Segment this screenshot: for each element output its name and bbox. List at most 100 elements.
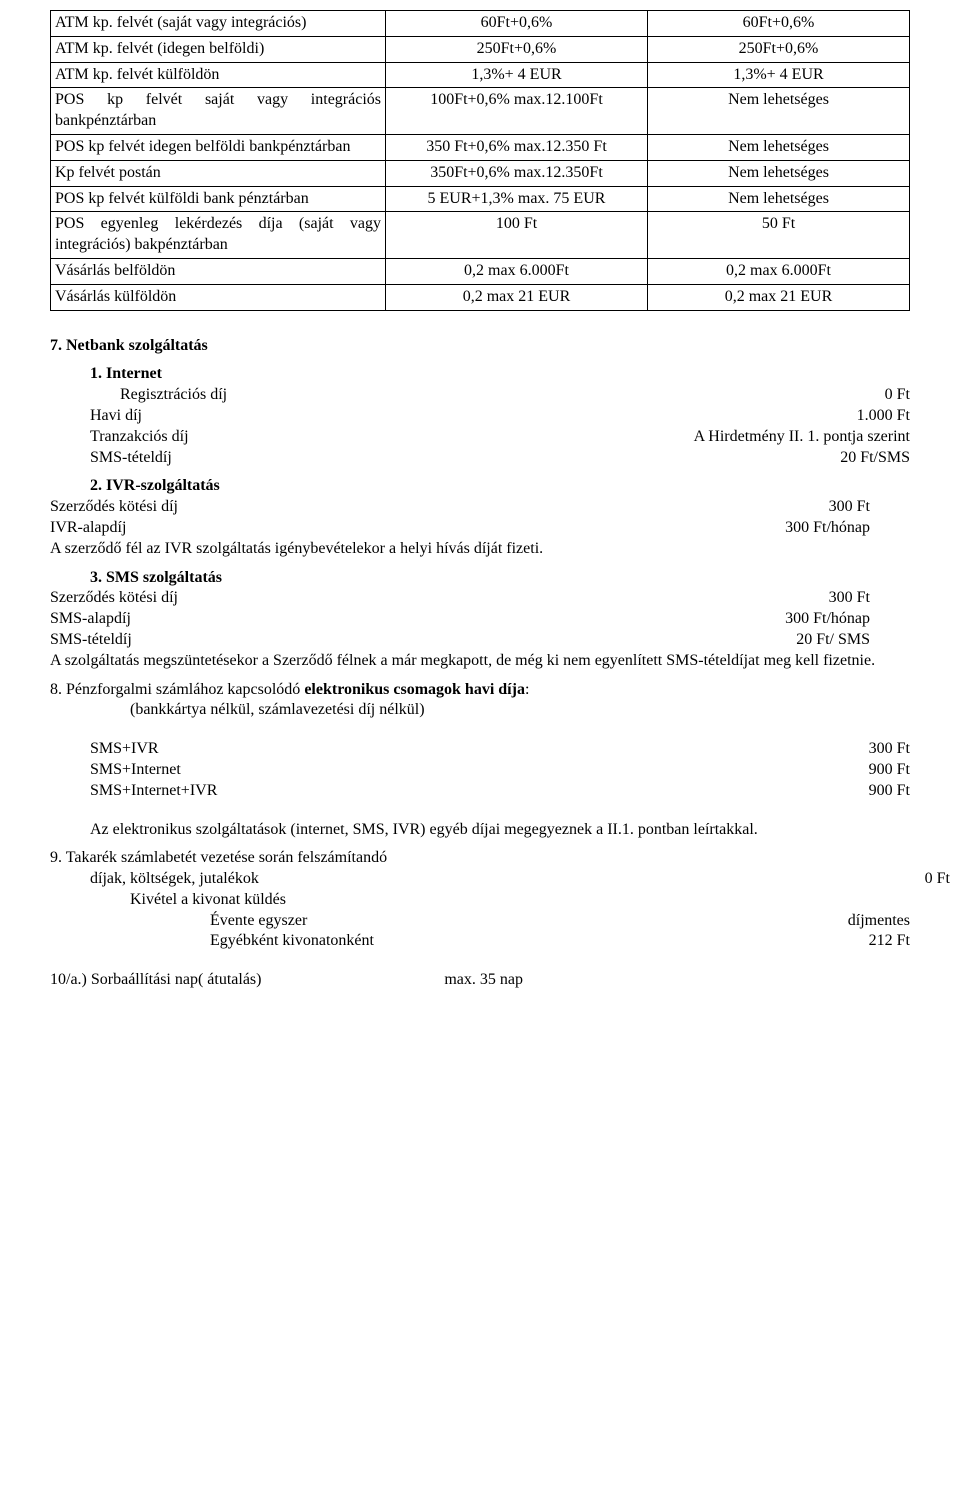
fee-table: ATM kp. felvét (saját vagy integrációs)6… bbox=[50, 10, 910, 311]
cell-val1: 250Ft+0,6% bbox=[386, 36, 648, 62]
cell-desc: ATM kp. felvét (saját vagy integrációs) bbox=[51, 11, 386, 37]
s10-row: 10/a.) Sorbaállítási nap( átutalás) max.… bbox=[50, 970, 523, 991]
fee-line: SMS-tételdíj 20 Ft/ SMS bbox=[50, 630, 870, 651]
cell-desc: Vásárlás külföldön bbox=[51, 284, 386, 310]
s9-row-r: 0 Ft bbox=[925, 869, 950, 890]
cell-val1: 60Ft+0,6% bbox=[386, 11, 648, 37]
fee-value: 1.000 Ft bbox=[857, 406, 910, 427]
fee-label: SMS+IVR bbox=[90, 739, 159, 760]
s9-row: díjak, költségek, jutalékok 0 Ft bbox=[90, 869, 950, 890]
cell-val1: 1,3%+ 4 EUR bbox=[386, 62, 648, 88]
fee-label: Regisztrációs díj bbox=[90, 385, 227, 406]
fee-label: SMS-alapdíj bbox=[50, 609, 131, 630]
fee-value: 900 Ft bbox=[869, 760, 910, 781]
fee-line: Tranzakciós díj A Hirdetmény II. 1. pontj… bbox=[90, 427, 910, 448]
fee-value: 212 Ft bbox=[869, 931, 910, 952]
cell-desc: Kp felvét postán bbox=[51, 160, 386, 186]
table-row: POS kp felvét idegen belföldi bankpénztá… bbox=[51, 134, 910, 160]
table-row: POS egyenleg lekérdezés díja (saját vagy… bbox=[51, 212, 910, 259]
cell-desc: POS kp felvét saját vagy integrációs ban… bbox=[51, 88, 386, 135]
fee-line: Évente egyszer díjmentes bbox=[50, 911, 910, 932]
fee-line: Regisztrációs díj 0 Ft bbox=[90, 385, 910, 406]
cell-desc: ATM kp. felvét külföldön bbox=[51, 62, 386, 88]
fee-label: Tranzakciós díj bbox=[90, 427, 189, 448]
fee-value: 300 Ft bbox=[829, 588, 870, 609]
fee-value: 300 Ft/hónap bbox=[785, 518, 870, 539]
fee-value: 300 Ft bbox=[829, 497, 870, 518]
section-8-title: 8. Pénzforgalmi számlához kapcsolódó ele… bbox=[50, 680, 910, 701]
cell-desc: POS kp felvét külföldi bank pénztárban bbox=[51, 186, 386, 212]
cell-val2: 50 Ft bbox=[647, 212, 909, 259]
s8-note: Az elektronikus szolgáltatások (internet… bbox=[90, 820, 910, 841]
fee-label: SMS-tételdíj bbox=[90, 448, 172, 469]
cell-val1: 350Ft+0,6% max.12.350Ft bbox=[386, 160, 648, 186]
cell-desc: POS egyenleg lekérdezés díja (saját vagy… bbox=[51, 212, 386, 259]
cell-val1: 5 EUR+1,3% max. 75 EUR bbox=[386, 186, 648, 212]
fee-line: Havi díj 1.000 Ft bbox=[90, 406, 910, 427]
s9-row-l: díjak, költségek, jutalékok bbox=[90, 869, 259, 890]
fee-line: SMS+Internet 900 Ft bbox=[90, 760, 910, 781]
fee-value: 300 Ft/hónap bbox=[785, 609, 870, 630]
sms-note: A szolgáltatás megszüntetésekor a Szerző… bbox=[50, 651, 910, 672]
fee-line: SMS+IVR 300 Ft bbox=[90, 739, 910, 760]
cell-val1: 100 Ft bbox=[386, 212, 648, 259]
fee-line: SMS+Internet+IVR 900 Ft bbox=[90, 781, 910, 802]
fee-label: SMS-tételdíj bbox=[50, 630, 132, 651]
fee-value: 300 Ft bbox=[869, 739, 910, 760]
cell-desc: POS kp felvét idegen belföldi bankpénztá… bbox=[51, 134, 386, 160]
cell-val1: 350 Ft+0,6% max.12.350 Ft bbox=[386, 134, 648, 160]
fee-value: 0 Ft bbox=[885, 385, 910, 406]
ivr-note: A szerződő fél az IVR szolgáltatás igény… bbox=[50, 539, 910, 560]
table-row: Vásárlás külföldön0,2 max 21 EUR0,2 max … bbox=[51, 284, 910, 310]
cell-val2: Nem lehetséges bbox=[647, 88, 909, 135]
table-row: ATM kp. felvét (idegen belföldi)250Ft+0,… bbox=[51, 36, 910, 62]
fee-line: SMS-tételdíj 20 Ft/SMS bbox=[90, 448, 910, 469]
fee-line: IVR-alapdíj 300 Ft/hónap bbox=[50, 518, 870, 539]
table-row: Vásárlás belföldön0,2 max 6.000Ft0,2 max… bbox=[51, 258, 910, 284]
cell-val2: 0,2 max 6.000Ft bbox=[647, 258, 909, 284]
section-9-title: 9. Takarék számlabetét vezetése során fe… bbox=[50, 848, 910, 869]
fee-label: Egyébként kivonatonként bbox=[50, 931, 374, 952]
fee-label: Szerződés kötési díj bbox=[50, 497, 178, 518]
fee-label: SMS+Internet bbox=[90, 760, 181, 781]
table-row: Kp felvét postán350Ft+0,6% max.12.350FtN… bbox=[51, 160, 910, 186]
fee-value: 20 Ft/ SMS bbox=[796, 630, 870, 651]
internet-heading: 1. Internet bbox=[90, 364, 910, 385]
table-row: ATM kp. felvét (saját vagy integrációs)6… bbox=[51, 11, 910, 37]
s10-r: max. 35 nap bbox=[444, 970, 523, 991]
fee-label: SMS+Internet+IVR bbox=[90, 781, 217, 802]
fee-label: IVR-alapdíj bbox=[50, 518, 126, 539]
cell-val2: 0,2 max 21 EUR bbox=[647, 284, 909, 310]
cell-val2: Nem lehetséges bbox=[647, 186, 909, 212]
fee-line: SMS-alapdíj 300 Ft/hónap bbox=[50, 609, 870, 630]
cell-val1: 0,2 max 21 EUR bbox=[386, 284, 648, 310]
cell-val2: Nem lehetséges bbox=[647, 160, 909, 186]
table-row: ATM kp. felvét külföldön1,3%+ 4 EUR1,3%+… bbox=[51, 62, 910, 88]
cell-val2: Nem lehetséges bbox=[647, 134, 909, 160]
table-row: POS kp felvét saját vagy integrációs ban… bbox=[51, 88, 910, 135]
fee-value: 20 Ft/SMS bbox=[840, 448, 910, 469]
s8-title-b: elektronikus csomagok havi díja bbox=[304, 681, 525, 698]
cell-val2: 1,3%+ 4 EUR bbox=[647, 62, 909, 88]
fee-value: A Hirdetmény II. 1. pontja szerint bbox=[694, 427, 910, 448]
cell-desc: ATM kp. felvét (idegen belföldi) bbox=[51, 36, 386, 62]
fee-line: Egyébként kivonatonként 212 Ft bbox=[50, 931, 910, 952]
s8-subtitle: (bankkártya nélkül, számlavezetési díj n… bbox=[130, 700, 910, 721]
cell-val2: 60Ft+0,6% bbox=[647, 11, 909, 37]
s8-title-a: 8. Pénzforgalmi számlához kapcsolódó bbox=[50, 681, 304, 698]
cell-desc: Vásárlás belföldön bbox=[51, 258, 386, 284]
sms-heading: 3. SMS szolgáltatás bbox=[90, 568, 910, 589]
s9-kivetel: Kivétel a kivonat küldés bbox=[130, 890, 910, 911]
cell-val2: 250Ft+0,6% bbox=[647, 36, 909, 62]
fee-label: Évente egyszer bbox=[50, 911, 307, 932]
fee-line: Szerződés kötési díj 300 Ft bbox=[50, 588, 870, 609]
fee-value: 900 Ft bbox=[869, 781, 910, 802]
cell-val1: 0,2 max 6.000Ft bbox=[386, 258, 648, 284]
table-row: POS kp felvét külföldi bank pénztárban5 … bbox=[51, 186, 910, 212]
fee-label: Havi díj bbox=[90, 406, 142, 427]
cell-val1: 100Ft+0,6% max.12.100Ft bbox=[386, 88, 648, 135]
s10-l: 10/a.) Sorbaállítási nap( átutalás) bbox=[50, 970, 261, 991]
fee-label: Szerződés kötési díj bbox=[50, 588, 178, 609]
fee-value: díjmentes bbox=[848, 911, 910, 932]
fee-line: Szerződés kötési díj 300 Ft bbox=[50, 497, 870, 518]
